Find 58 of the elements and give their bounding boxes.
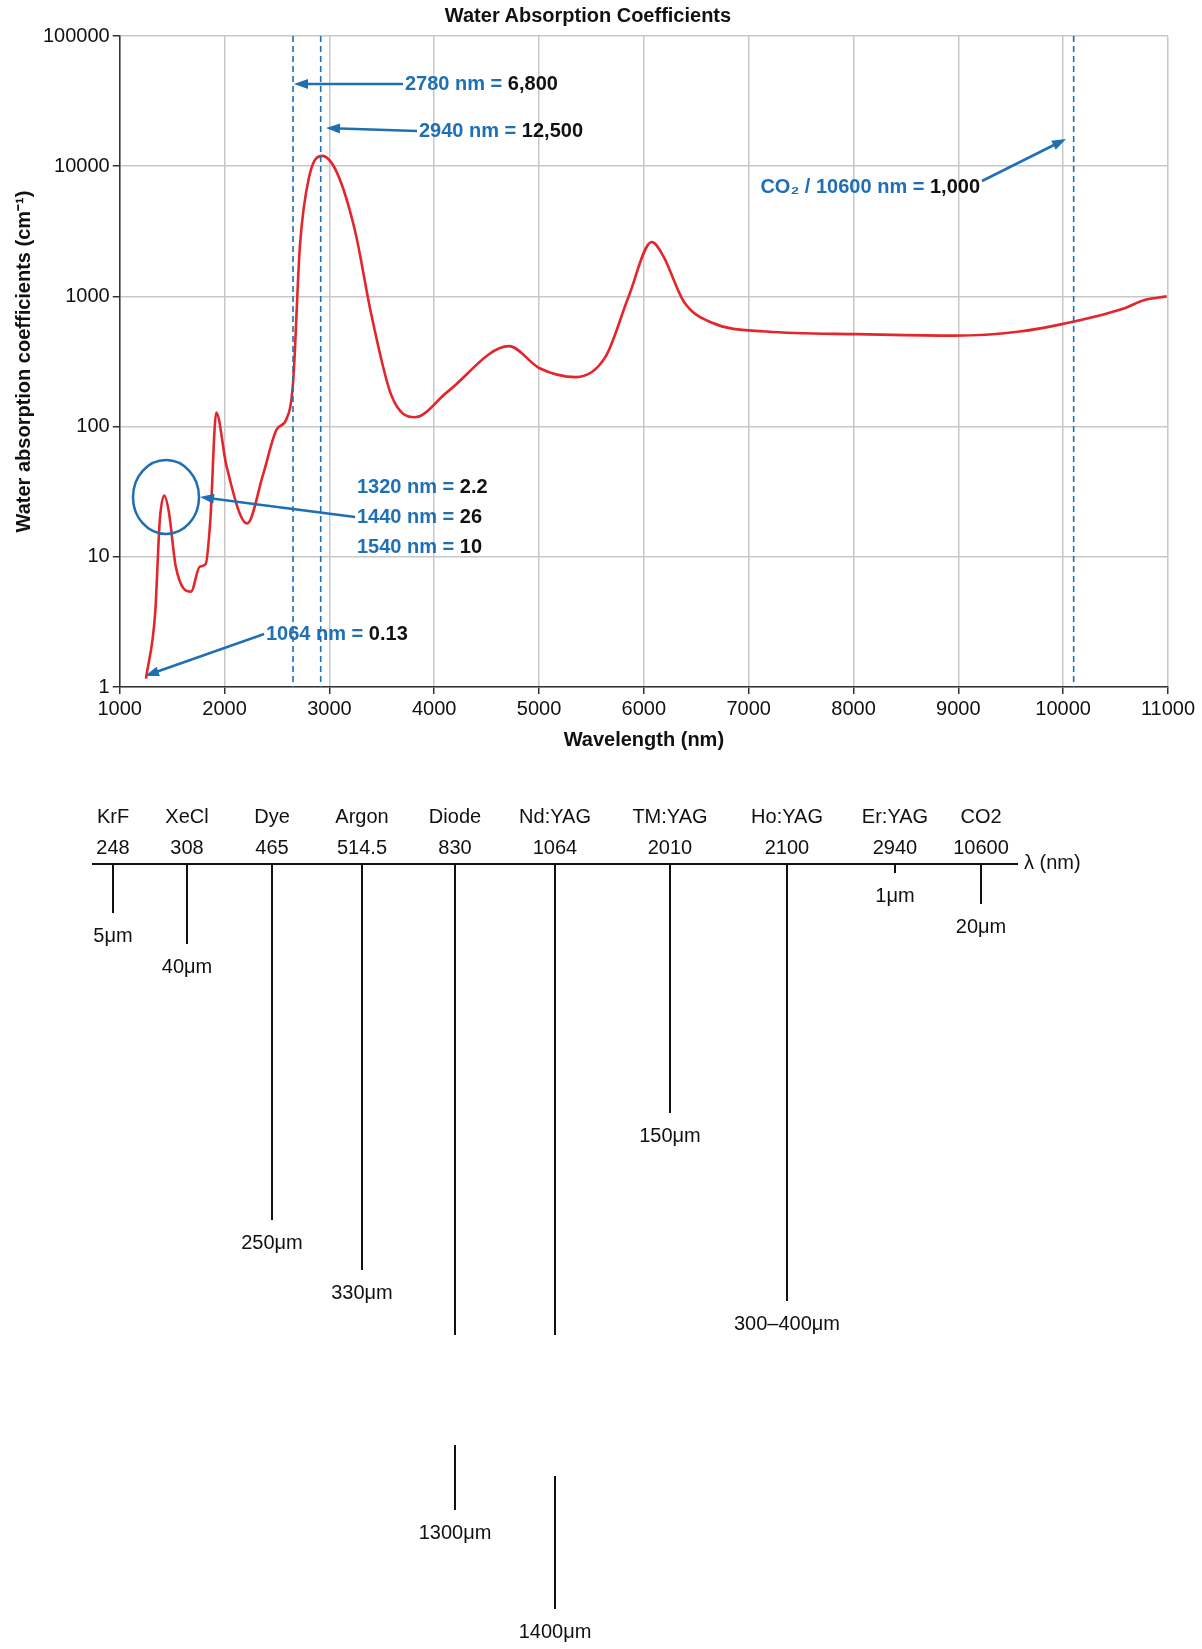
y-tick-label: 1 <box>98 674 110 697</box>
text: 330μm <box>331 1281 393 1303</box>
annotation: 2780 nm = 6,800 <box>405 71 558 94</box>
text: 300–400μm <box>733 1312 841 1334</box>
x-tick-label: 10000 <box>1035 696 1091 719</box>
text: 250μm <box>241 1231 303 1253</box>
x-tick-label: 6000 <box>621 696 667 719</box>
line-series <box>144 154 1168 680</box>
data-label: 10600 <box>953 836 1009 858</box>
y-tick-label: 10000 <box>54 153 110 176</box>
y-tick-label: 100000 <box>42 23 110 46</box>
annotation: 1320 nm = 2.2 <box>357 474 488 497</box>
data-label: 308 <box>170 836 204 858</box>
category-label: Er:YAG <box>861 805 929 827</box>
annotation: 1440 nm = 26 <box>357 504 483 527</box>
data-label: 830 <box>438 836 472 858</box>
category-label: Ho:YAG <box>751 805 823 827</box>
data-label: 2940 <box>872 836 918 858</box>
category-label: Dye <box>254 805 290 827</box>
y-tick-label: 100 <box>76 414 110 437</box>
data-label: 2010 <box>647 836 693 858</box>
chart-title: Water Absorption Coefficients <box>444 3 732 26</box>
data-label: 465 <box>255 836 289 858</box>
annotation: 1540 nm = 10 <box>357 534 483 557</box>
text: 20μm <box>955 915 1007 937</box>
text: 5μm <box>93 924 133 946</box>
category-label: Nd:YAG <box>519 805 591 827</box>
category-label: XeCl <box>165 805 209 827</box>
text: 40μm <box>161 955 213 977</box>
category-label: CO2 <box>960 805 1002 827</box>
annotation: 1064 nm = 0.13 <box>266 621 408 644</box>
text: 1μm <box>875 884 915 906</box>
x-tick-label: 2000 <box>202 696 247 719</box>
y-tick-label: 10 <box>87 544 110 567</box>
data-label: 2100 <box>764 836 810 858</box>
x-tick-label: 4000 <box>411 696 457 719</box>
y-tick-label: 1000 <box>65 283 110 306</box>
x-tick-label: 9000 <box>936 696 981 719</box>
text: 1300μm <box>418 1521 492 1543</box>
category-label: Diode <box>428 805 482 827</box>
text: λ (nm) <box>1024 851 1081 873</box>
category-label: Argon <box>335 805 389 827</box>
x-tick-label: 3000 <box>307 696 352 719</box>
data-label: 1064 <box>532 836 578 858</box>
data-label: 514.5 <box>336 836 388 858</box>
x-tick-label: 7000 <box>726 696 771 719</box>
x-axis-title: Wavelength (nm) <box>563 727 725 750</box>
text: 1400μm <box>518 1620 592 1642</box>
x-tick-label: 8000 <box>831 696 876 719</box>
x-tick-label: 5000 <box>516 696 562 719</box>
text: 150μm <box>639 1124 701 1146</box>
x-tick-label: 11000 <box>1140 696 1196 719</box>
data-label: 248 <box>96 836 130 858</box>
category-label: KrF <box>96 805 130 827</box>
annotation: 2940 nm = 12,500 <box>419 118 584 141</box>
annotation: CO₂ / 10600 nm = 1,000 <box>760 174 981 197</box>
y-axis-title: Water absorption coefficients (cm⁻¹) <box>11 190 34 533</box>
category-label: TM:YAG <box>632 805 708 827</box>
